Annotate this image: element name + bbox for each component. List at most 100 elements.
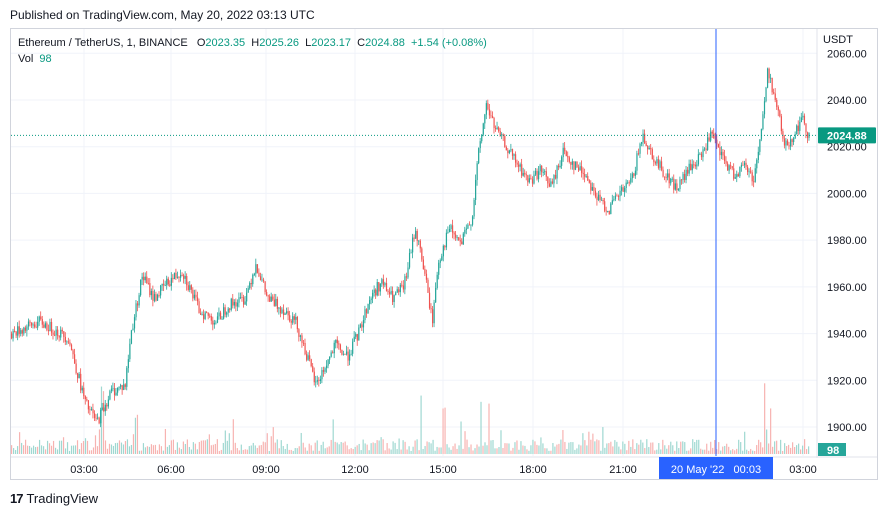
candle-body (221, 318, 223, 320)
volume-label: Vol (18, 53, 34, 65)
volume-bar (780, 439, 782, 454)
volume-bar (206, 439, 208, 454)
candle-body (361, 324, 363, 328)
candle-body (64, 336, 66, 342)
candle-body (279, 307, 282, 314)
volume-bar (646, 439, 648, 454)
candle-body (541, 165, 543, 173)
volume-bar (596, 439, 598, 454)
volume-bar (166, 446, 169, 454)
volume-bar (514, 442, 516, 454)
candle-body (350, 353, 352, 355)
candle-body (788, 145, 790, 147)
volume-bar (454, 443, 456, 454)
volume-bar (18, 432, 21, 454)
candle-body (176, 277, 179, 278)
candle-body (556, 165, 558, 179)
candle-body (73, 354, 76, 364)
candle-body (484, 114, 486, 124)
candle-body (424, 269, 426, 274)
volume-bar (322, 441, 324, 454)
candle-body (581, 166, 583, 173)
volume-bar (54, 447, 57, 454)
candle-body (379, 283, 381, 292)
volume-bar (172, 439, 174, 454)
open-value: 2023.35 (205, 37, 246, 49)
volume-bar (628, 440, 630, 454)
candle-body (34, 324, 36, 327)
volume-bar (328, 446, 330, 454)
candle-body (339, 344, 342, 350)
candle-body (605, 210, 607, 212)
volume-bar (446, 444, 448, 454)
candle-body (462, 233, 464, 245)
candle-body (224, 307, 226, 315)
candle-body (507, 150, 509, 154)
volume-bar (670, 441, 672, 454)
chart-frame[interactable] (10, 28, 878, 480)
volume-bar (366, 444, 368, 454)
candle-body (140, 279, 142, 296)
candle-body (488, 109, 491, 116)
candle-body (511, 149, 514, 156)
volume-bar (72, 445, 75, 454)
candle-body (412, 237, 414, 253)
candle-body (266, 292, 268, 296)
candle-body (770, 77, 772, 79)
volume-bar (444, 407, 446, 454)
candle-body (169, 284, 171, 286)
volume-bar (152, 445, 155, 454)
candle-body (419, 240, 421, 249)
candle-body (617, 196, 620, 198)
volume-bar (190, 449, 192, 454)
candle-body (525, 174, 527, 176)
candle-body (430, 308, 432, 310)
volume-bar (412, 446, 414, 454)
candle-body (630, 178, 632, 183)
candle-body (696, 164, 698, 167)
candle-body (485, 103, 487, 115)
candle-body (490, 115, 492, 117)
candle-body (751, 172, 753, 182)
candle-body (530, 178, 532, 180)
y-tick-label: 2060.00 (827, 48, 867, 60)
candle-body (330, 352, 332, 357)
candle-body (244, 301, 246, 305)
candle-body (614, 195, 617, 200)
tradingview-logo[interactable]: 17 TradingView (10, 491, 98, 506)
candle-body (514, 154, 517, 163)
volume-bar (806, 449, 808, 454)
volume-bar (202, 440, 204, 454)
candle-body (428, 292, 431, 309)
candle-body (302, 342, 305, 344)
volume-bar (400, 449, 402, 454)
candle-body (60, 329, 62, 338)
symbol-label[interactable]: Ethereum / TetherUS, 1, BINANCE (18, 37, 188, 49)
volume-bar (356, 445, 358, 454)
volume-bar (518, 449, 520, 454)
candle-body (261, 279, 263, 281)
volume-bar (254, 445, 256, 454)
volume-bar (722, 446, 724, 454)
candle-body (17, 326, 19, 336)
candle-body (465, 228, 468, 230)
candle-body (50, 321, 53, 333)
volume-bar (50, 445, 53, 454)
candle-body (799, 122, 801, 131)
volume-bar (84, 438, 87, 454)
volume-bar (82, 441, 85, 454)
candle-body (674, 183, 676, 190)
volume-bar (24, 439, 27, 454)
volume-bar (292, 450, 294, 454)
candle-body (660, 161, 663, 170)
candle-body (146, 276, 148, 284)
candle-body (21, 330, 23, 334)
candle-body (327, 359, 329, 366)
candle-body (41, 319, 43, 325)
volume-bar (690, 448, 692, 454)
volume-bar (350, 448, 352, 454)
published-banner: Published on TradingView.com, May 20, 20… (10, 8, 315, 22)
volume-bar (294, 448, 296, 454)
volume-bar (544, 448, 546, 454)
